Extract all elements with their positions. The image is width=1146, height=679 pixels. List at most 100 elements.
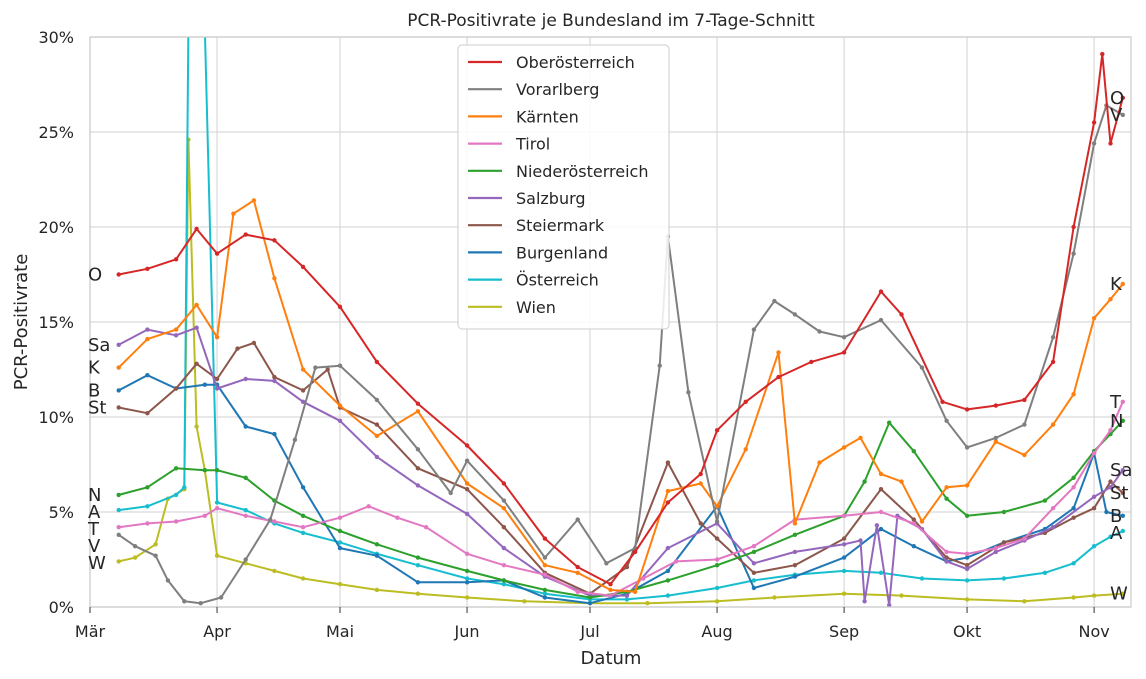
- legend-label: Niederösterreich: [516, 162, 648, 181]
- data-point: [1120, 281, 1126, 287]
- data-point: [243, 376, 248, 382]
- data-point: [1022, 397, 1027, 403]
- data-point: [940, 399, 945, 404]
- legend-box: [457, 44, 670, 330]
- legend-item: Tirol: [468, 135, 550, 154]
- data-point: [415, 447, 421, 452]
- data-point: [243, 475, 248, 480]
- data-point: [198, 601, 203, 606]
- data-point: [300, 576, 306, 581]
- data-point: [964, 551, 970, 556]
- data-point: [165, 578, 171, 583]
- data-point: [542, 563, 548, 568]
- legend-item: Vorarlberg: [468, 80, 599, 99]
- data-point: [415, 466, 421, 471]
- data-point: [337, 403, 343, 408]
- start-label: N: [88, 485, 101, 506]
- data-point: [202, 382, 207, 387]
- legend-label: Oberösterreich: [516, 53, 635, 72]
- data-point: [300, 530, 306, 536]
- x-tick-label: Mai: [326, 622, 354, 641]
- data-point: [624, 597, 630, 602]
- data-point: [153, 542, 158, 547]
- data-point: [1108, 141, 1113, 146]
- legend-item: Salzburg: [468, 189, 586, 208]
- data-point: [337, 540, 343, 545]
- data-point: [698, 481, 703, 486]
- data-point: [272, 374, 277, 380]
- data-point: [464, 568, 470, 574]
- data-point: [841, 350, 847, 355]
- data-point: [993, 403, 998, 408]
- data-point: [1120, 591, 1126, 596]
- data-point: [145, 336, 150, 342]
- data-point: [116, 507, 121, 513]
- data-point: [841, 568, 847, 574]
- series-layer: [116, 37, 1126, 607]
- data-point: [337, 515, 343, 520]
- data-point: [292, 437, 298, 442]
- data-point: [608, 593, 613, 598]
- data-point: [116, 365, 121, 370]
- data-point: [993, 545, 998, 551]
- data-point: [1071, 561, 1076, 566]
- data-point: [887, 420, 892, 425]
- data-point: [542, 572, 548, 577]
- data-point: [841, 591, 847, 596]
- data-point: [817, 329, 822, 334]
- data-point: [665, 593, 671, 598]
- data-point: [1022, 452, 1027, 458]
- data-point: [374, 553, 380, 558]
- data-point: [1091, 494, 1097, 499]
- data-point: [645, 601, 650, 606]
- x-tick-label: Okt: [953, 622, 981, 641]
- data-point: [714, 557, 720, 562]
- legend-item: Wien: [468, 298, 556, 317]
- data-point: [714, 504, 720, 509]
- data-point: [202, 468, 207, 473]
- data-point: [218, 595, 224, 600]
- data-point: [841, 335, 847, 340]
- data-point: [300, 485, 306, 490]
- data-point: [1120, 112, 1126, 118]
- data-point: [878, 487, 884, 492]
- data-point: [214, 500, 220, 505]
- data-point: [911, 544, 916, 549]
- data-point: [501, 563, 507, 568]
- data-point: [714, 563, 720, 568]
- x-tick-label: Mär: [75, 622, 106, 641]
- data-point: [964, 483, 970, 488]
- data-point: [1108, 534, 1113, 539]
- data-point: [1001, 540, 1007, 545]
- data-point: [964, 513, 970, 518]
- start-label: St: [88, 398, 106, 419]
- data-point: [624, 564, 630, 570]
- data-point: [132, 544, 138, 549]
- y-axis-label: PCR-Positivrate: [11, 254, 32, 391]
- data-point: [173, 492, 179, 498]
- data-point: [415, 563, 421, 568]
- legend-label: Kärnten: [516, 107, 579, 126]
- legend-label: Salzburg: [516, 189, 586, 208]
- data-point: [231, 211, 236, 216]
- data-point: [1108, 428, 1113, 433]
- data-point: [1071, 224, 1076, 230]
- data-point: [116, 272, 121, 277]
- data-point: [464, 481, 470, 486]
- y-tick-label: 30%: [38, 28, 74, 47]
- data-point: [878, 471, 884, 477]
- data-point: [1091, 316, 1097, 321]
- data-point: [374, 587, 380, 593]
- data-point: [145, 327, 150, 332]
- data-point: [1050, 359, 1056, 365]
- data-point: [214, 376, 220, 382]
- data-point: [464, 580, 470, 585]
- data-point: [792, 563, 798, 568]
- data-point: [464, 576, 470, 581]
- data-point: [214, 335, 220, 340]
- data-point: [1100, 51, 1105, 57]
- data-point: [501, 582, 507, 587]
- data-point: [1022, 536, 1027, 541]
- data-point: [214, 553, 220, 558]
